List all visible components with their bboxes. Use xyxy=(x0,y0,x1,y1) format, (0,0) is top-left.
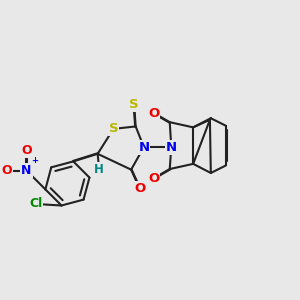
Text: S: S xyxy=(129,98,139,111)
Text: N: N xyxy=(138,141,149,154)
Text: O: O xyxy=(2,164,12,177)
Text: O: O xyxy=(134,182,145,195)
Text: O: O xyxy=(148,106,160,120)
Text: N: N xyxy=(21,164,32,177)
Text: H: H xyxy=(94,163,104,176)
Text: S: S xyxy=(109,122,118,135)
Text: O: O xyxy=(21,144,32,157)
Text: Cl: Cl xyxy=(29,197,42,211)
Text: N: N xyxy=(166,141,177,154)
Text: O: O xyxy=(148,172,160,185)
Text: +: + xyxy=(31,156,38,165)
